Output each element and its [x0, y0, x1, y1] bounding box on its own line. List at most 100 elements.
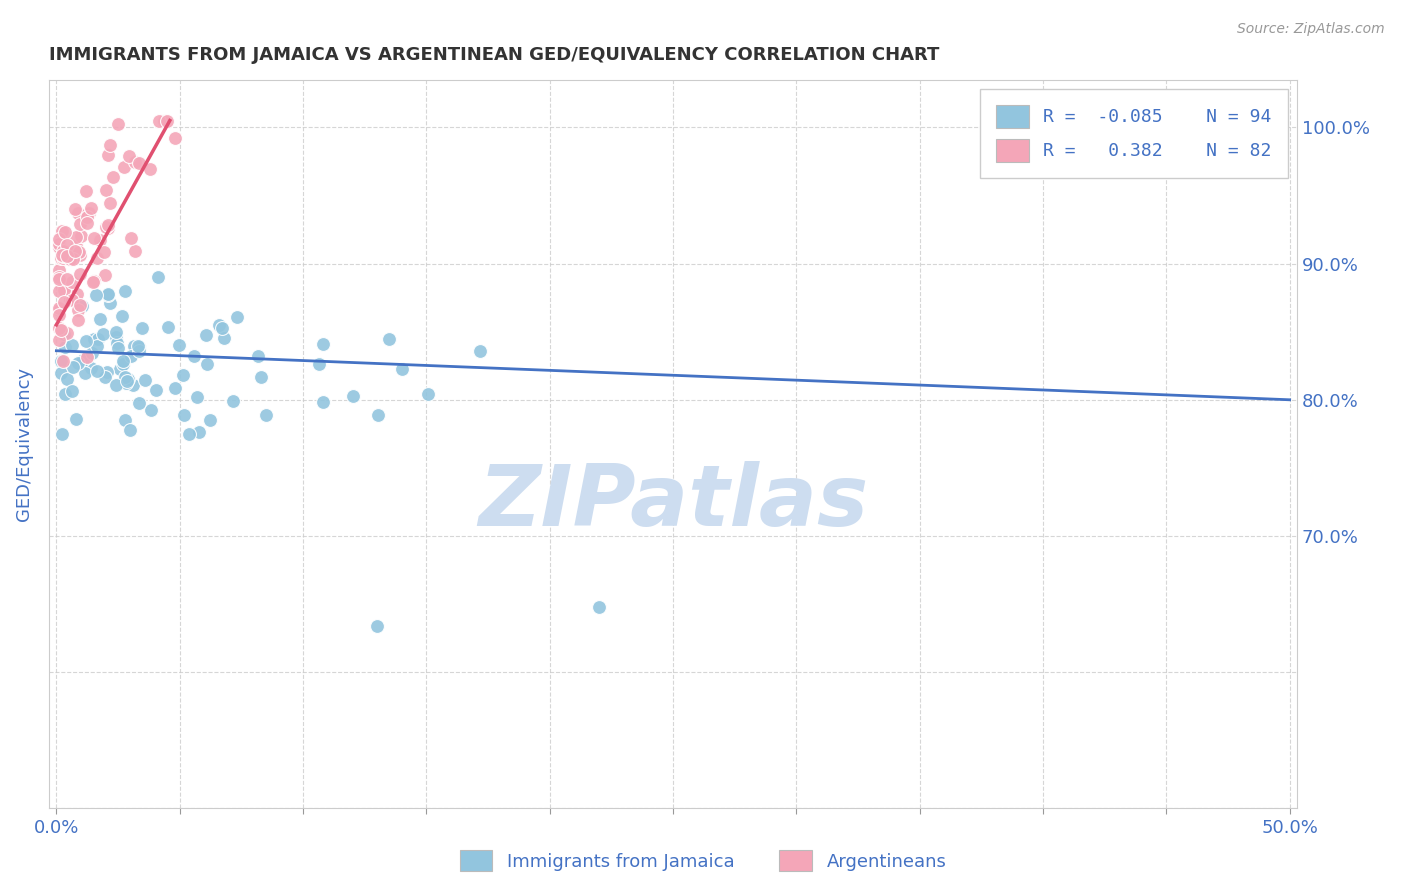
Point [48, 263, 70, 277]
Point [148, 269, 170, 284]
Point [60, 384, 83, 398]
Point [165, 381, 187, 395]
Point [82, 275, 104, 289]
Point [52, 244, 75, 258]
Point [56, 285, 79, 299]
Point [83, 273, 105, 287]
Point [60, 275, 83, 289]
Point [120, 231, 142, 245]
Point [418, 387, 440, 401]
Point [112, 358, 135, 372]
Point [48, 240, 70, 254]
Point [80, 201, 103, 215]
Point [48, 333, 70, 347]
Point [86, 364, 108, 378]
Point [342, 389, 364, 403]
Point [67, 206, 90, 220]
Point [53, 387, 76, 401]
Point [173, 408, 195, 422]
Point [112, 353, 135, 368]
Point [56, 249, 79, 263]
Point [188, 425, 211, 440]
Point [51, 354, 73, 368]
Point [97, 287, 120, 301]
Point [98, 196, 121, 211]
Point [94, 183, 117, 197]
Point [62, 252, 84, 266]
Point [51, 247, 73, 261]
Point [139, 402, 162, 417]
Point [104, 330, 127, 344]
Legend: R =  -0.085    N = 94, R =   0.382    N = 82: R = -0.085 N = 94, R = 0.382 N = 82 [980, 88, 1288, 178]
Point [52, 249, 75, 263]
Point [98, 138, 121, 153]
Point [83, 231, 105, 245]
Point [76, 217, 98, 231]
Point [72, 353, 94, 368]
Point [70, 299, 93, 313]
Point [114, 413, 136, 427]
Point [157, 319, 180, 334]
Point [222, 394, 245, 409]
Point [48, 321, 70, 335]
Point [53, 295, 76, 310]
Point [107, 341, 129, 355]
Text: Source: ZipAtlas.com: Source: ZipAtlas.com [1237, 22, 1385, 37]
Point [311, 395, 333, 409]
Point [86, 339, 108, 353]
Point [128, 155, 150, 169]
Point [93, 245, 115, 260]
Point [148, 113, 170, 128]
Point [366, 619, 388, 633]
Point [60, 293, 83, 307]
Point [186, 390, 208, 404]
Point [79, 205, 101, 219]
Point [56, 272, 79, 286]
Point [177, 427, 200, 442]
Point [52, 251, 75, 265]
Point [84, 288, 107, 302]
Point [124, 155, 146, 169]
Point [124, 244, 146, 259]
Point [48, 270, 70, 285]
Point [153, 113, 176, 128]
Point [200, 413, 222, 427]
Point [96, 365, 118, 379]
Point [114, 284, 136, 298]
Point [52, 283, 75, 297]
Point [75, 334, 97, 348]
Point [107, 117, 129, 131]
Point [48, 308, 70, 322]
Point [312, 336, 335, 351]
Point [98, 295, 121, 310]
Point [588, 599, 610, 614]
Point [97, 221, 120, 235]
Point [76, 211, 98, 225]
Point [195, 357, 218, 371]
Point [94, 268, 117, 282]
Text: IMMIGRANTS FROM JAMAICA VS ARGENTINEAN GED/EQUIVALENCY CORRELATION CHART: IMMIGRANTS FROM JAMAICA VS ARGENTINEAN G… [49, 46, 939, 64]
Point [63, 202, 86, 216]
Point [104, 326, 127, 340]
Point [367, 408, 389, 422]
Point [97, 219, 120, 233]
Point [254, 408, 277, 422]
Point [67, 302, 90, 317]
Point [226, 310, 249, 324]
Point [83, 333, 105, 347]
Point [214, 330, 236, 344]
Point [468, 343, 491, 358]
Point [75, 366, 97, 380]
Point [128, 396, 150, 410]
Point [48, 284, 70, 298]
Point [111, 309, 134, 323]
Point [53, 340, 76, 354]
Point [172, 368, 194, 383]
Point [66, 313, 89, 327]
Point [1118, 164, 1140, 178]
Point [51, 426, 73, 441]
Point [69, 297, 91, 311]
Point [69, 248, 91, 262]
Point [128, 344, 150, 359]
Point [134, 373, 156, 387]
